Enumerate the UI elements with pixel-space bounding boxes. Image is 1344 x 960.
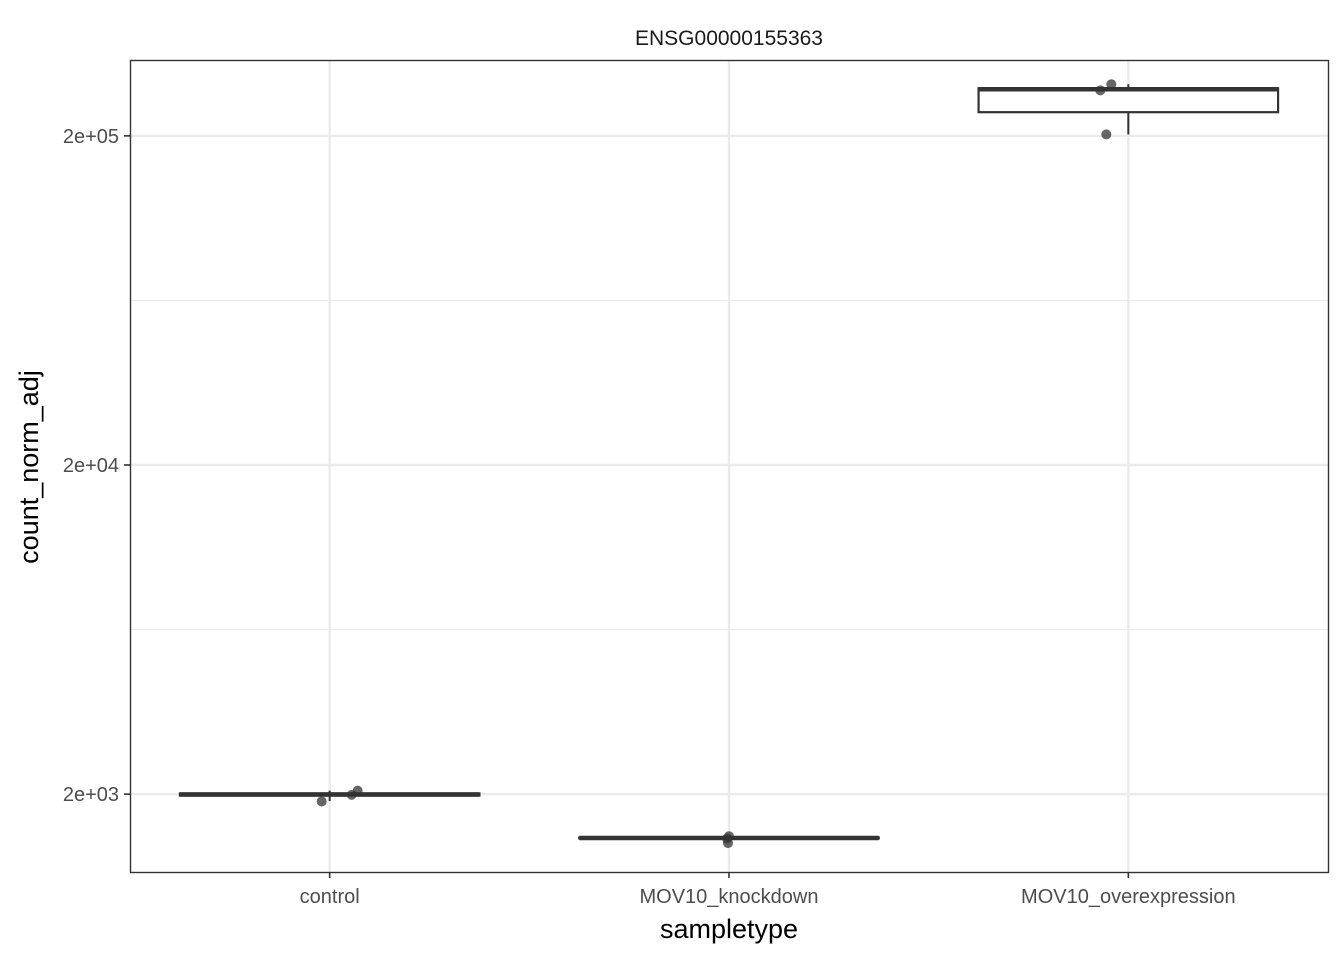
- box-MOV10_overexpression: [977, 84, 1280, 135]
- y-tick-label: 2e+05: [63, 126, 119, 148]
- y-tick-label: 2e+04: [63, 455, 119, 477]
- data-point: [724, 831, 734, 842]
- points: [316, 79, 1117, 849]
- data-point: [316, 796, 327, 807]
- box-body: [977, 87, 1280, 114]
- data-point: [1106, 79, 1117, 90]
- data-point: [1101, 129, 1112, 140]
- y-tick-label: 2e+03: [63, 784, 119, 806]
- data-point: [1095, 85, 1106, 96]
- x-axis: control MOV10_knockdown MOV10_overexpressi…: [300, 872, 1236, 908]
- boxes: [178, 84, 1280, 841]
- y-axis-title: count_norm_adj: [14, 370, 44, 564]
- y-axis: 2e+03 2e+04 2e+05: [63, 126, 130, 806]
- chart-title: ENSG00000155363: [635, 27, 823, 50]
- x-axis-title: sampletype: [660, 914, 798, 944]
- x-tick-label: MOV10_overexpression: [1021, 886, 1236, 908]
- x-tick-label: control: [300, 886, 360, 908]
- box-control: [178, 790, 481, 802]
- data-point: [352, 785, 363, 796]
- x-tick-label: MOV10_knockdown: [640, 886, 819, 908]
